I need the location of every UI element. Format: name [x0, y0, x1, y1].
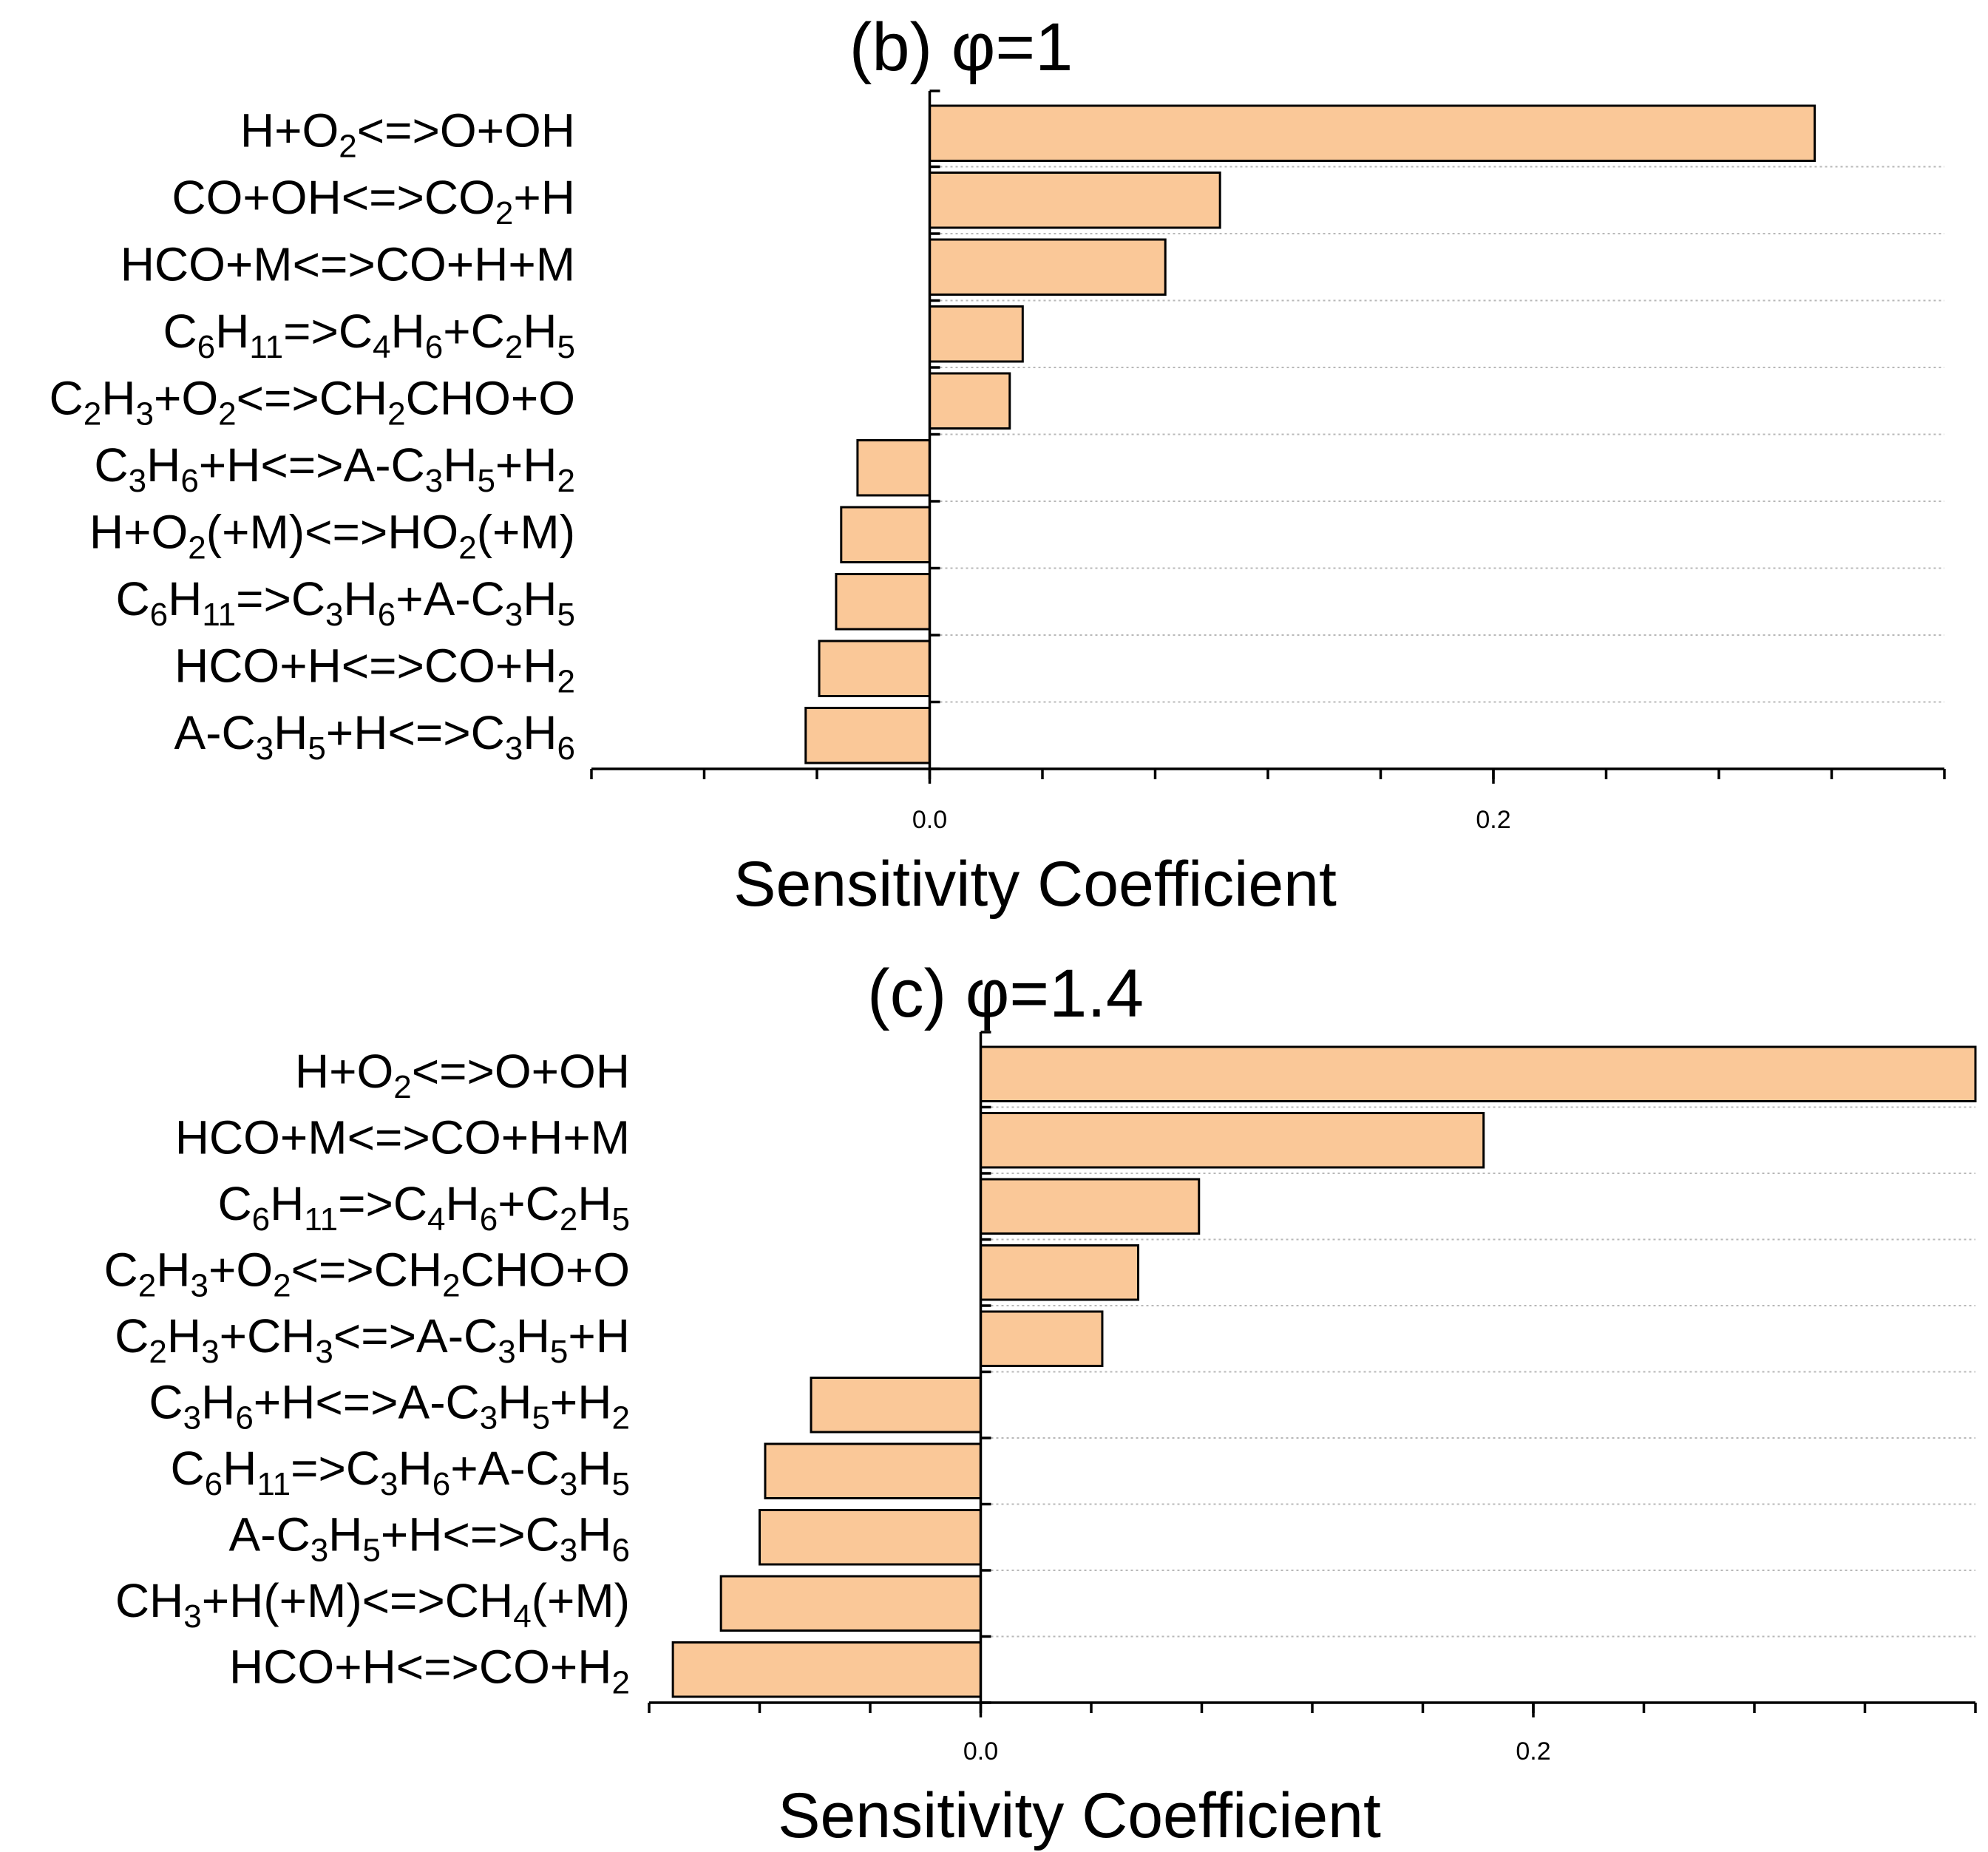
category-label: H+O2<=>O+OH [295, 1045, 630, 1105]
bar [840, 506, 931, 563]
category-label: H+O2<=>O+OH [240, 104, 575, 164]
bar [929, 372, 1011, 430]
category-label: CO+OH<=>CO2+H [172, 171, 575, 231]
bar [929, 238, 1167, 296]
category-label: C2H3+O2<=>CH2CHO+O [50, 371, 575, 432]
bar [804, 707, 931, 764]
chart-title: (b) φ=1 [849, 10, 1073, 85]
bar [759, 1509, 982, 1566]
x-tick-label: 0.0 [912, 806, 947, 834]
bar [818, 640, 932, 697]
category-label: C3H6+H<=>A-C3H5+H2 [94, 438, 575, 499]
category-label: C6H11=>C3H6+A-C3H5 [170, 1442, 630, 1502]
x-tick-label: 0.0 [963, 1737, 998, 1765]
bar [929, 104, 1816, 162]
bar [835, 573, 932, 631]
category-label: HCO+H<=>CO+H2 [174, 639, 575, 699]
category-label: HCO+M<=>CO+H+M [121, 237, 575, 291]
category-label: C6H11=>C4H6+C2H5 [217, 1177, 630, 1238]
chart-title: (c) φ=1.4 [867, 956, 1144, 1031]
category-label: A-C3H5+H<=>C3H6 [174, 706, 575, 767]
panel-b-phi-1: (b) φ=1 H+O2<=>O+OH CO+OH<=>CO2+H HCO+M<=>C… [50, 10, 1946, 920]
category-label: C2H3+O2<=>CH2CHO+O [104, 1243, 630, 1303]
x-tick-label: 0.2 [1476, 806, 1510, 834]
bar [980, 1244, 1140, 1301]
bar [719, 1575, 982, 1632]
bar [764, 1442, 982, 1499]
bar [980, 1112, 1485, 1169]
bar [671, 1641, 983, 1698]
category-label: C3H6+H<=>A-C3H5+H2 [149, 1375, 630, 1436]
category-label: C2H3+CH3<=>A-C3H5+H [115, 1309, 630, 1370]
x-tick-label: 0.2 [1516, 1737, 1550, 1765]
bar [980, 1178, 1201, 1235]
category-label: A-C3H5+H<=>C3H6 [228, 1507, 630, 1568]
category-label: C6H11=>C3H6+A-C3H5 [115, 572, 575, 633]
bar [929, 172, 1221, 229]
x-axis-label: Sensitivity Coefficient [733, 849, 1337, 920]
x-axis-label: Sensitivity Coefficient [778, 1780, 1381, 1851]
bar [810, 1377, 982, 1434]
category-label: CH3+H(+M)<=>CH4(+M) [115, 1574, 630, 1635]
category-label: H+O2(+M)<=>HO2(+M) [89, 505, 575, 566]
category-label: HCO+H<=>CO+H2 [229, 1640, 630, 1700]
bar [856, 439, 932, 497]
category-label: C6H11=>C4H6+C2H5 [163, 305, 575, 365]
bar [980, 1310, 1104, 1367]
bar [980, 1045, 1977, 1102]
bar [929, 305, 1024, 363]
category-label: HCO+M<=>CO+H+M [175, 1110, 630, 1164]
